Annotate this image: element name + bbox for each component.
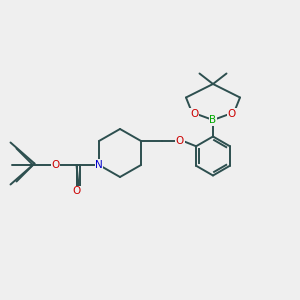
Text: O: O <box>51 160 60 170</box>
Text: O: O <box>190 109 198 119</box>
Text: O: O <box>72 186 81 197</box>
Text: B: B <box>209 115 217 125</box>
Text: O: O <box>228 109 236 119</box>
Text: O: O <box>176 136 184 146</box>
Text: N: N <box>95 160 103 170</box>
